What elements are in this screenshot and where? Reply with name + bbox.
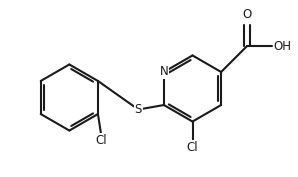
Text: Cl: Cl <box>95 134 107 147</box>
Text: O: O <box>242 8 251 21</box>
Text: N: N <box>159 65 168 78</box>
Text: Cl: Cl <box>187 141 198 154</box>
Text: OH: OH <box>274 40 292 53</box>
Text: S: S <box>135 103 142 116</box>
